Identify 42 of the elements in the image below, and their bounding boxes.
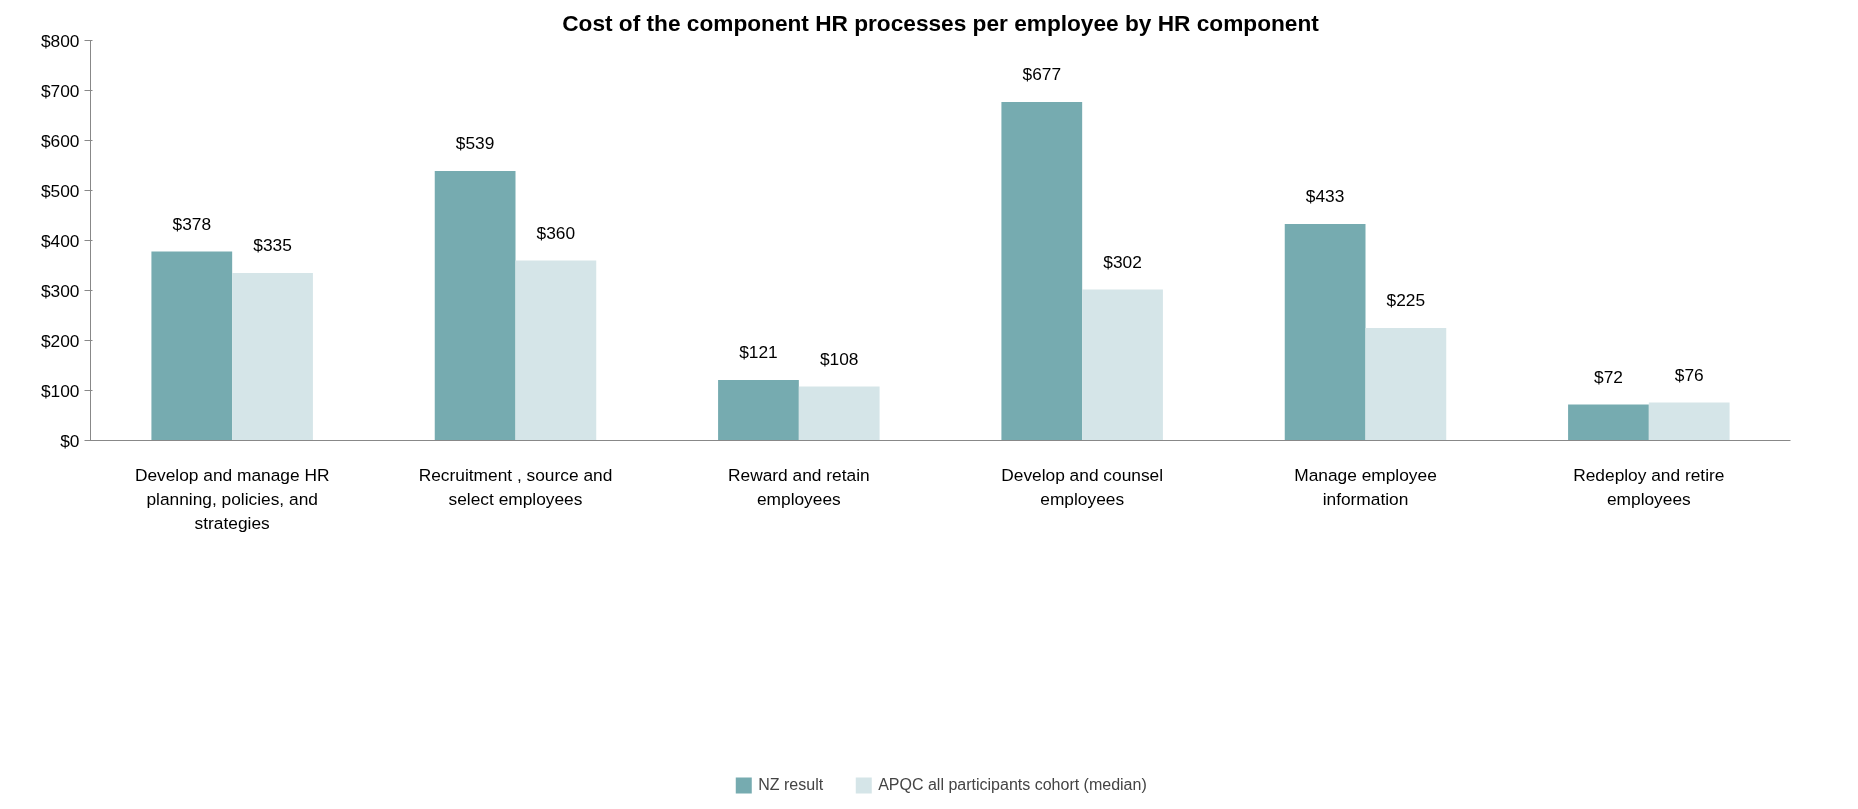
y-tick-label: $0	[60, 430, 80, 451]
data-label: $225	[1386, 290, 1426, 310]
data-label: $335	[253, 235, 292, 255]
bar	[718, 380, 799, 441]
x-tick-label: Recruitment , source and select employees	[418, 464, 613, 509]
data-label: $433	[1305, 186, 1345, 206]
y-tick-label: $300	[40, 280, 80, 301]
bar	[232, 273, 313, 441]
bar	[151, 251, 233, 441]
data-label: $76	[1674, 364, 1704, 385]
bar	[1082, 289, 1163, 441]
data-label: $677	[1022, 64, 1062, 84]
legend-label: APQC all participants cohort (median)	[878, 776, 1147, 794]
bar	[1365, 328, 1447, 441]
x-tick-label: Redeploy and retire employees	[1573, 464, 1725, 509]
y-tick-label: $100	[40, 380, 80, 401]
x-tick-label: Reward and retain employees	[728, 464, 870, 509]
x-tick-label: Manage employee information	[1294, 464, 1437, 509]
bar	[1001, 102, 1083, 441]
y-tick-label: $500	[40, 180, 80, 201]
legend-label: NZ result	[758, 776, 824, 794]
data-label: $72	[1594, 366, 1623, 387]
data-label: $378	[172, 213, 212, 234]
y-tick-label: $800	[40, 30, 80, 51]
data-label: $108	[819, 348, 859, 369]
x-tick-label: Develop and manage HR planning, policies, and strategies	[134, 464, 330, 533]
chart-title: Cost of the component HR processes per employee by HR component	[562, 9, 1320, 36]
bar	[434, 171, 516, 441]
data-label: $360	[536, 222, 576, 243]
data-label: $121	[739, 342, 778, 362]
bar	[515, 260, 597, 441]
bar	[798, 386, 880, 441]
y-tick-label: $400	[40, 230, 80, 251]
bar	[1284, 224, 1366, 441]
bar	[1648, 402, 1730, 441]
bar	[1568, 404, 1649, 441]
data-label: $302	[1103, 251, 1142, 272]
data-label: $539	[455, 133, 495, 153]
x-tick-label: Develop and counsel employees	[1001, 464, 1164, 509]
y-tick-label: $200	[40, 330, 80, 351]
y-tick-label: $700	[40, 80, 80, 101]
y-tick-label: $600	[40, 130, 80, 151]
